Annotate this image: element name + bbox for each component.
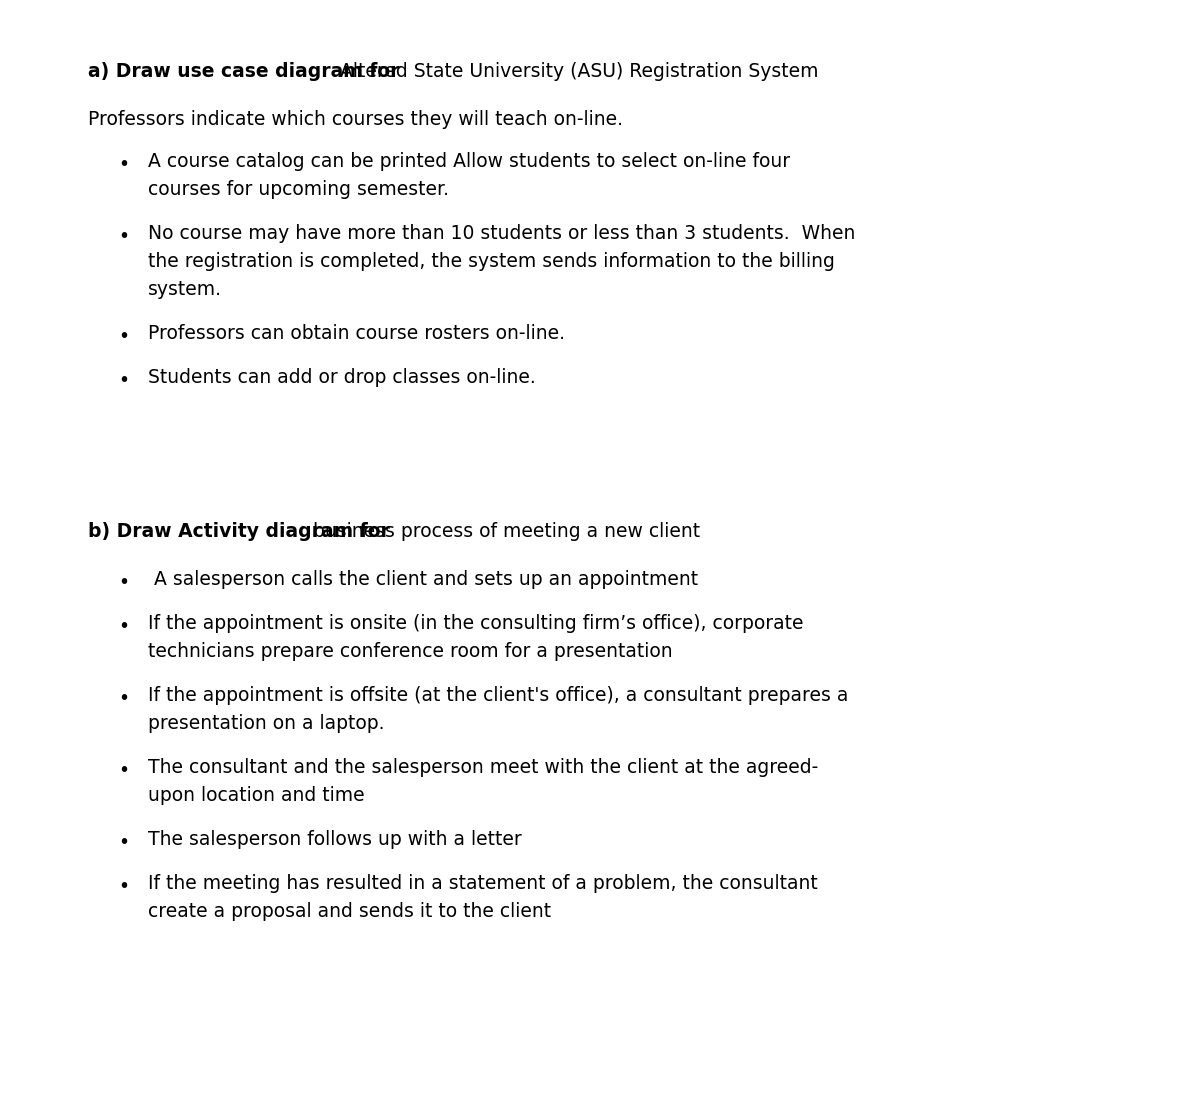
Text: create a proposal and sends it to the client: create a proposal and sends it to the cl… xyxy=(148,903,551,921)
Text: technicians prepare conference room for a presentation: technicians prepare conference room for … xyxy=(148,642,673,661)
Text: If the appointment is offsite (at the client's office), a consultant prepares a: If the appointment is offsite (at the cl… xyxy=(148,687,848,705)
Text: The salesperson follows up with a letter: The salesperson follows up with a letter xyxy=(148,830,522,849)
Text: •: • xyxy=(118,833,130,852)
Text: If the meeting has resulted in a statement of a problem, the consultant: If the meeting has resulted in a stateme… xyxy=(148,874,817,893)
Text: •: • xyxy=(118,617,130,636)
Text: A course catalog can be printed Allow students to select on-line four: A course catalog can be printed Allow st… xyxy=(148,152,790,171)
Text: •: • xyxy=(118,227,130,246)
Text: •: • xyxy=(118,761,130,780)
Text: Professors can obtain course rosters on-line.: Professors can obtain course rosters on-… xyxy=(148,324,565,343)
Text: system.: system. xyxy=(148,280,222,299)
Text: Students can add or drop classes on-line.: Students can add or drop classes on-line… xyxy=(148,368,535,387)
Text: a) Draw use case diagram for: a) Draw use case diagram for xyxy=(88,62,406,82)
Text: If the appointment is onsite (in the consulting firm’s office), corporate: If the appointment is onsite (in the con… xyxy=(148,614,804,633)
Text: •: • xyxy=(118,877,130,896)
Text: •: • xyxy=(118,155,130,174)
Text: •: • xyxy=(118,689,130,707)
Text: b) Draw Activity diagram for: b) Draw Activity diagram for xyxy=(88,522,396,541)
Text: business process of meeting a new client: business process of meeting a new client xyxy=(313,522,700,541)
Text: Professors indicate which courses they will teach on-line.: Professors indicate which courses they w… xyxy=(88,110,623,129)
Text: Altered State University (ASU) Registration System: Altered State University (ASU) Registrat… xyxy=(340,62,818,82)
Text: •: • xyxy=(118,371,130,390)
Text: No course may have more than 10 students or less than 3 students.  When: No course may have more than 10 students… xyxy=(148,224,856,244)
Text: •: • xyxy=(118,573,130,592)
Text: •: • xyxy=(118,327,130,346)
Text: upon location and time: upon location and time xyxy=(148,786,365,804)
Text: presentation on a laptop.: presentation on a laptop. xyxy=(148,714,384,733)
Text: A salesperson calls the client and sets up an appointment: A salesperson calls the client and sets … xyxy=(148,570,698,588)
Text: the registration is completed, the system sends information to the billing: the registration is completed, the syste… xyxy=(148,252,835,271)
Text: The consultant and the salesperson meet with the client at the agreed-: The consultant and the salesperson meet … xyxy=(148,758,818,777)
Text: courses for upcoming semester.: courses for upcoming semester. xyxy=(148,180,449,199)
